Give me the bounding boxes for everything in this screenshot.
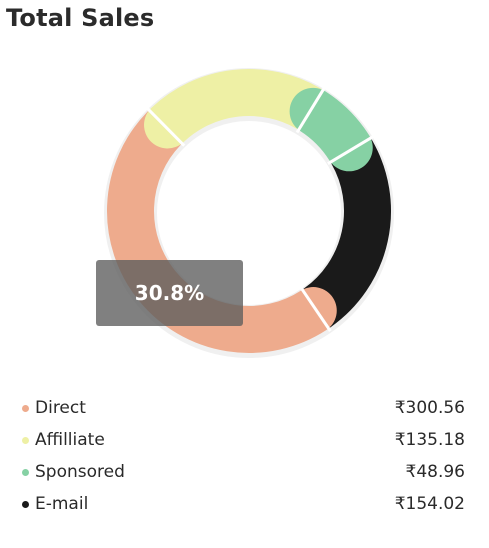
legend-dot-sponsored	[22, 469, 29, 476]
legend-value: ₹154.02	[394, 494, 465, 514]
legend-label: E-mail	[35, 494, 89, 514]
donut-separator	[327, 135, 375, 165]
legend-value: ₹48.96	[405, 462, 465, 482]
legend-dot-email	[22, 501, 29, 508]
chart-legend: Direct ₹300.56 Affilliate ₹135.18 Sponso…	[0, 393, 489, 521]
donut-slice-affilliate[interactable]	[144, 69, 333, 149]
donut-slice-sponsored[interactable]	[289, 87, 373, 172]
legend-dot-direct	[22, 405, 29, 412]
legend-item-affilliate[interactable]: Affilliate ₹135.18	[0, 425, 489, 457]
donut-separator	[145, 106, 186, 147]
donut-slice-email[interactable]	[294, 128, 391, 332]
legend-item-email[interactable]: E-mail ₹154.02	[0, 489, 489, 521]
legend-dot-affilliate	[22, 437, 29, 444]
legend-value: ₹135.18	[394, 430, 465, 450]
legend-label: Sponsored	[35, 462, 125, 482]
legend-item-sponsored[interactable]: Sponsored ₹48.96	[0, 457, 489, 489]
legend-value: ₹300.56	[394, 398, 465, 418]
chart-tooltip: 30.8%	[96, 260, 243, 326]
donut-separator	[299, 286, 332, 332]
donut-separator	[295, 86, 326, 134]
legend-label: Affilliate	[35, 430, 105, 450]
chart-title: Total Sales	[6, 4, 155, 32]
legend-item-direct[interactable]: Direct ₹300.56	[0, 393, 489, 425]
legend-label: Direct	[35, 398, 86, 418]
